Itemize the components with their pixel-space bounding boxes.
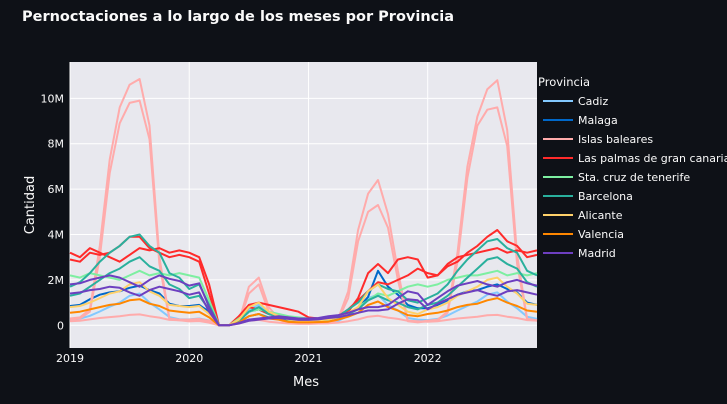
y-tick-label: 10M xyxy=(41,92,65,105)
y-tick-label: 0 xyxy=(57,319,64,332)
legend-label: Valencia xyxy=(578,228,624,241)
legend-item-las-palmas-de-gran-canaria[interactable]: Las palmas de gran canaria xyxy=(543,152,727,165)
legend-label: Las palmas de gran canaria xyxy=(578,152,727,165)
x-axis-ticks: 2019 2020 2021 2022 xyxy=(56,352,442,365)
series-line-madrid xyxy=(69,285,538,327)
y-tick-label: 2M xyxy=(48,274,65,287)
y-tick-label: 8M xyxy=(48,138,65,151)
x-tick-label: 2020 xyxy=(175,352,203,365)
legend-item-alicante[interactable]: Alicante xyxy=(543,209,623,222)
legend-item-malaga[interactable]: Malaga xyxy=(543,114,618,127)
y-tick-label: 4M xyxy=(48,229,65,242)
series-lines xyxy=(69,78,538,327)
gridlines xyxy=(69,62,537,348)
legend-item-madrid[interactable]: Madrid xyxy=(543,247,616,260)
y-tick-label: 6M xyxy=(48,183,65,196)
chart-title: Pernoctaciones a lo largo de los meses p… xyxy=(22,9,454,25)
legend-label: Cadiz xyxy=(578,95,608,108)
y-axis-ticks: 0 2M 4M 6M 8M 10M xyxy=(41,92,65,332)
legend-item-islas-baleares[interactable]: Islas baleares xyxy=(543,133,653,146)
x-axis-title: Mes xyxy=(293,375,319,390)
legend-label: Malaga xyxy=(578,114,618,127)
legend-label: Islas baleares xyxy=(578,133,653,146)
x-tick-label: 2021 xyxy=(294,352,322,365)
legend-item-cadiz[interactable]: Cadiz xyxy=(543,95,608,108)
series-line-madrid xyxy=(69,274,538,327)
legend-items: Cadiz Malaga Islas baleares Las palmas de g… xyxy=(543,95,727,260)
legend-label: Barcelona xyxy=(578,190,633,203)
legend-label: Alicante xyxy=(578,209,623,222)
x-tick-label: 2019 xyxy=(56,352,84,365)
y-axis-title: Cantidad xyxy=(23,176,38,234)
series-line-las-palmas-de-gran-canaria xyxy=(69,247,538,327)
legend-item-valencia[interactable]: Valencia xyxy=(543,228,624,241)
x-tick-label: 2022 xyxy=(414,352,442,365)
legend-item-barcelona[interactable]: Barcelona xyxy=(543,190,633,203)
legend-item-sta-cruz-de-tenerife[interactable]: Sta. cruz de tenerife xyxy=(543,171,690,184)
legend-title: Provincia xyxy=(538,75,590,89)
legend-label: Sta. cruz de tenerife xyxy=(578,171,690,184)
legend-label: Madrid xyxy=(578,247,616,260)
series-line-valencia xyxy=(69,313,538,327)
legend: Provincia Cadiz Malaga Islas baleares Las p… xyxy=(538,75,727,260)
series-line-valencia xyxy=(69,297,538,327)
